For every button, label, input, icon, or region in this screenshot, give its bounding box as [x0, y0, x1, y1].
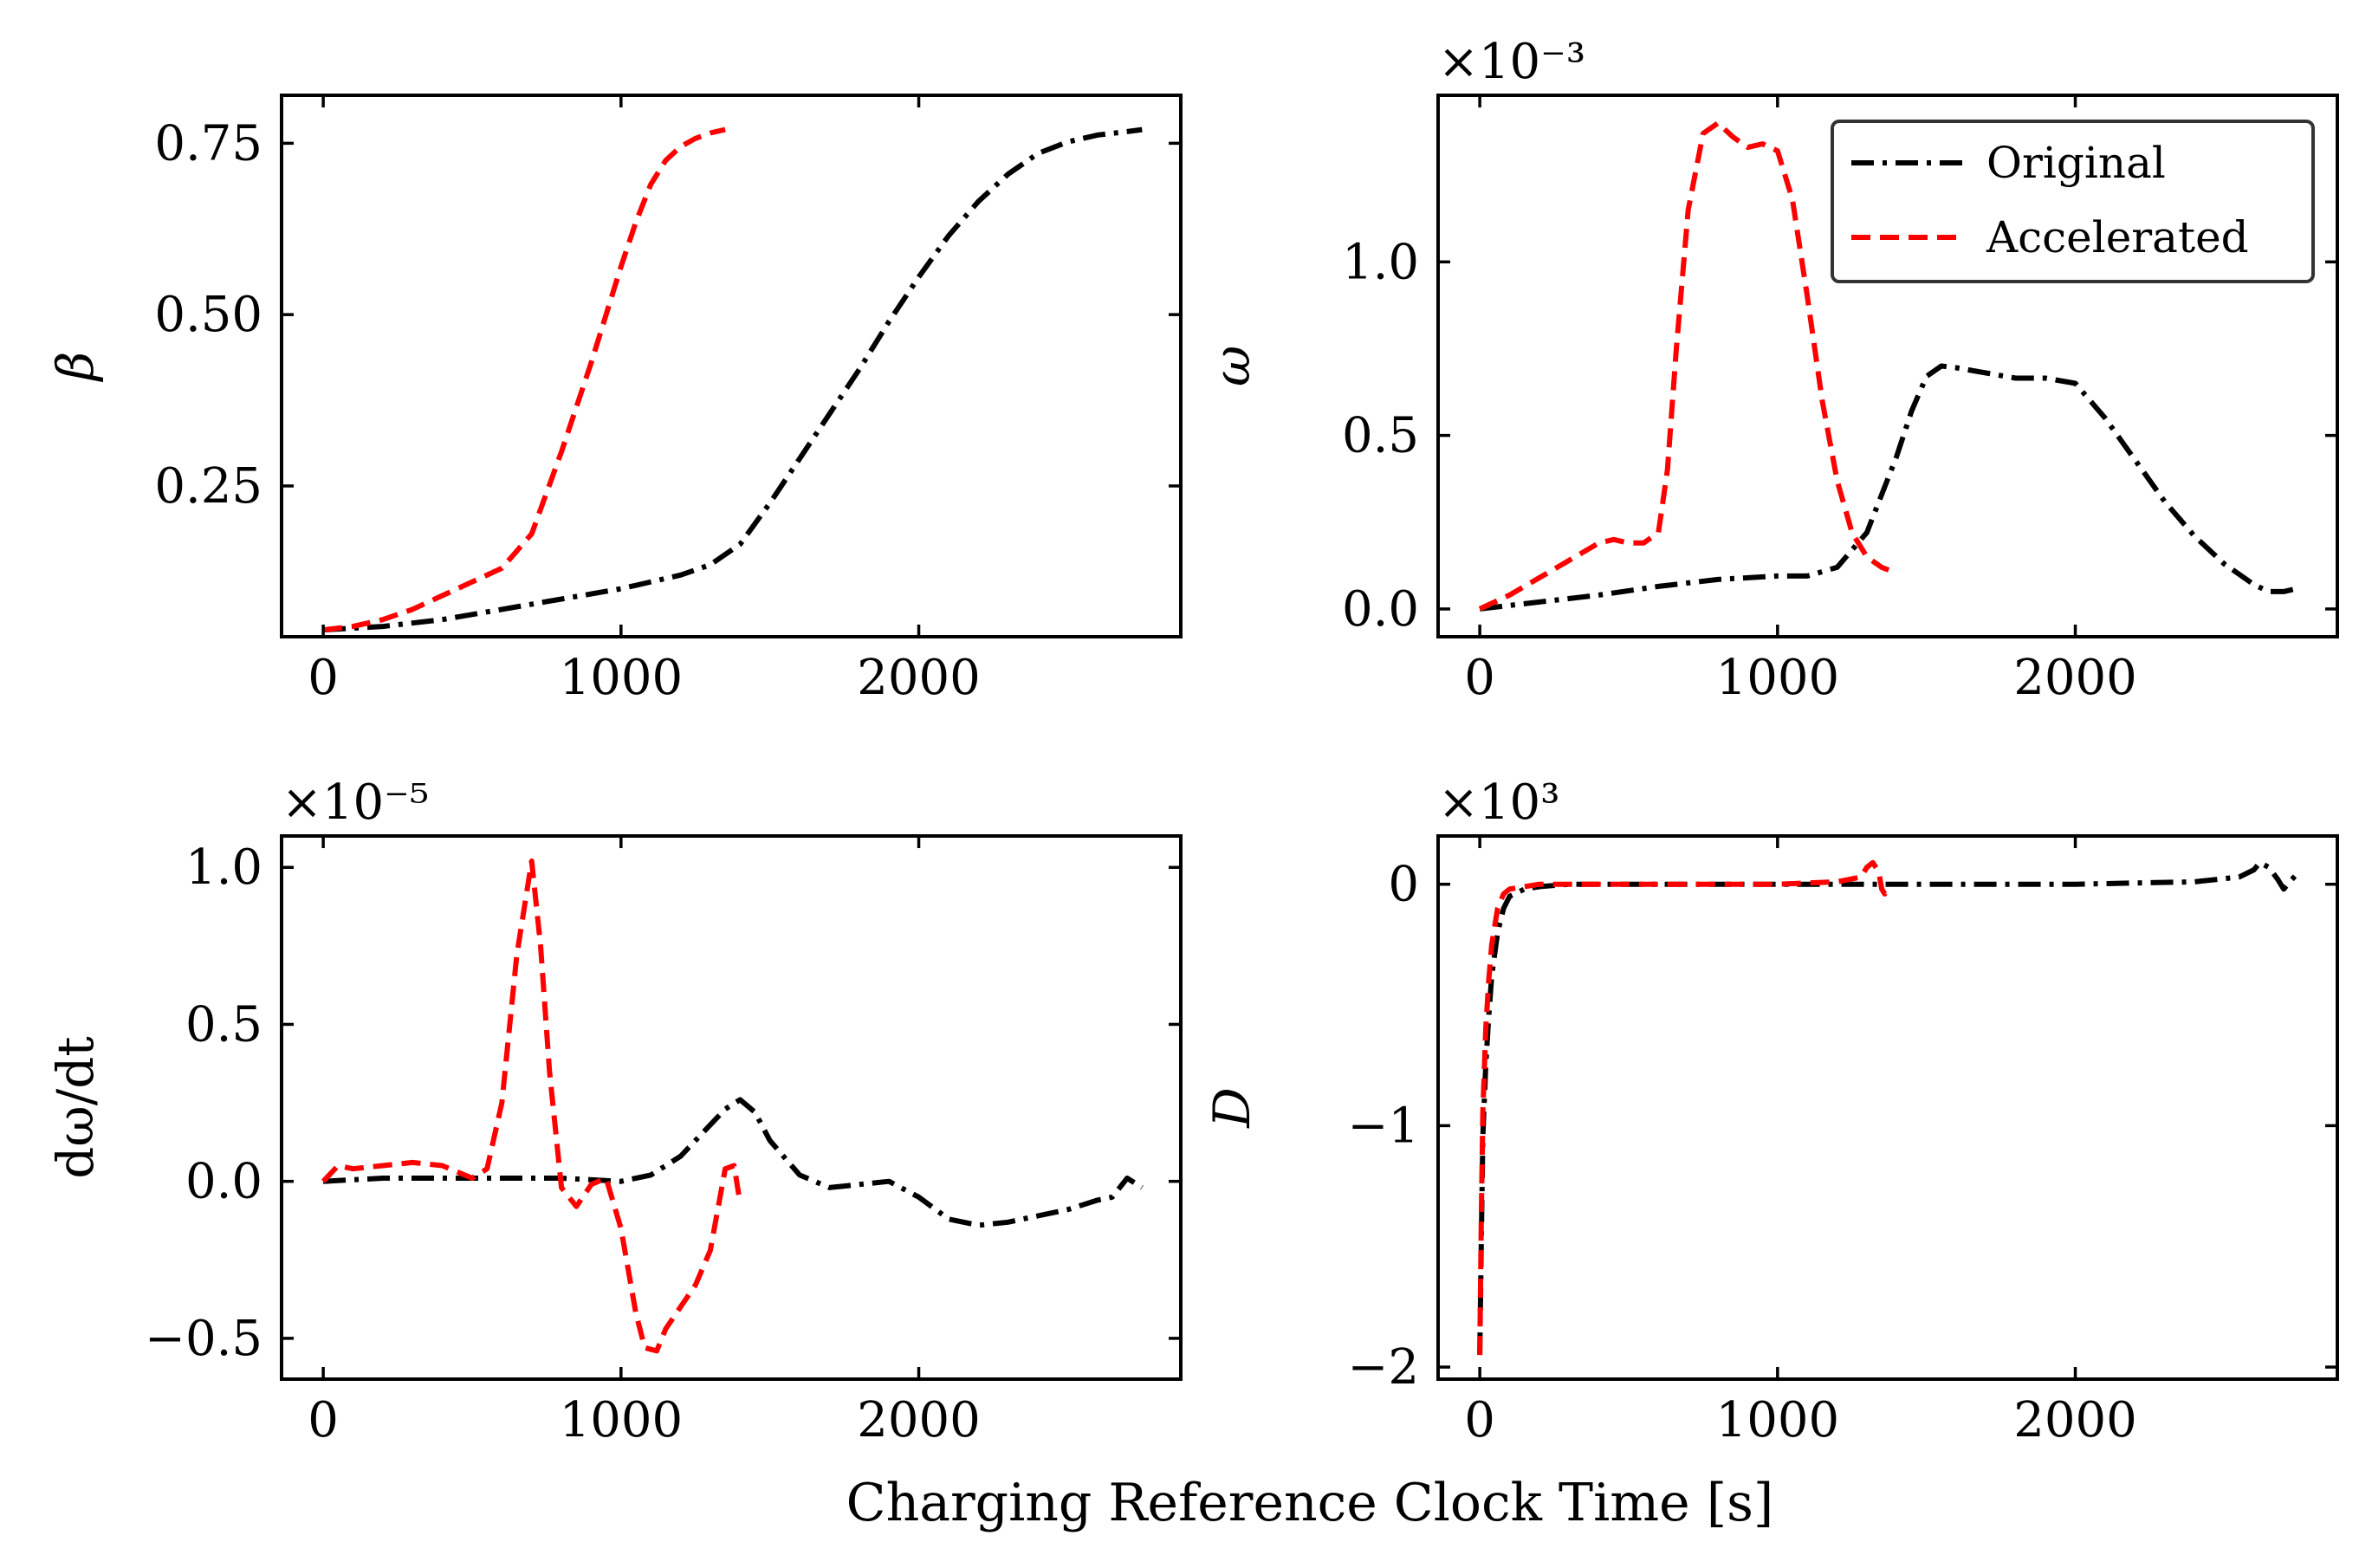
x-tick-label: 2000 — [857, 1392, 981, 1448]
y-tick-label: 0.5 — [1342, 408, 1419, 464]
series-line-D-original — [1477, 859, 2301, 1356]
axis-offset-label: ×10³ — [1438, 774, 1560, 831]
y-tick-label: 0.0 — [1342, 581, 1419, 638]
x-tick-label: 1000 — [560, 1392, 684, 1448]
panel-omega: 0 1000 2000 0.0 0.5 1.0 ω ×10⁻³ — [1202, 34, 2339, 706]
plot-frame — [280, 834, 1183, 1381]
y-tick-label: 1.0 — [185, 839, 262, 896]
y-tick-label: 0.50 — [154, 287, 262, 343]
legend: Original Accelerated — [1831, 120, 2315, 283]
y-axis-label: D — [1202, 1087, 1261, 1129]
series-line-omega-original — [1479, 363, 2299, 612]
y-tick-label: −0.5 — [145, 1311, 262, 1367]
x-tick-label: 0 — [1464, 650, 1495, 706]
y-tick-label: 0.5 — [185, 996, 262, 1053]
legend-label-original: Original — [1986, 138, 2166, 188]
series-line-domega-accelerated — [321, 859, 743, 1354]
y-tick-label: 0.25 — [154, 458, 262, 515]
x-tick-label: 0 — [308, 650, 339, 706]
axis-offset-label: ×10⁻⁵ — [282, 774, 429, 831]
y-tick-label: 0.0 — [185, 1154, 262, 1210]
panel-domega: 0 1000 2000 −0.5 0.0 0.5 1.0 dω/dt ×10⁻⁵ — [46, 774, 1183, 1448]
series-line-D-accelerated — [1477, 859, 1890, 1356]
plot-frame — [1436, 834, 2339, 1381]
x-axis-label: Charging Reference Clock Time [s] — [846, 1473, 1774, 1533]
series-line-beta-original — [322, 126, 1143, 633]
legend-label-accelerated: Accelerated — [1986, 212, 2249, 262]
y-axis-label: dω/dt — [46, 1036, 105, 1178]
plot-frame — [1436, 94, 2339, 638]
y-axis-label: ω — [1202, 346, 1261, 386]
panel-beta: 0 1000 2000 0.25 0.50 0.75 β — [46, 94, 1183, 706]
y-tick-label: 1.0 — [1342, 234, 1419, 290]
axis-offset-label: ×10⁻³ — [1438, 34, 1585, 90]
series-line-domega-original — [322, 1097, 1144, 1228]
x-tick-label: 2000 — [2013, 1392, 2137, 1448]
x-tick-label: 1000 — [560, 650, 684, 706]
series-line-omega-accelerated — [1478, 120, 1892, 612]
x-tick-label: 0 — [308, 1392, 339, 1448]
x-tick-label: 2000 — [857, 650, 981, 706]
x-tick-label: 1000 — [1716, 650, 1840, 706]
y-tick-label: −1 — [1347, 1098, 1419, 1154]
plot-frame — [280, 94, 1183, 638]
x-tick-label: 0 — [1464, 1392, 1495, 1448]
panel-D: 0 1000 2000 −2 −1 0 D ×10³ — [1202, 774, 2339, 1448]
y-tick-label: 0.75 — [154, 115, 262, 172]
y-tick-label: 0 — [1388, 857, 1419, 913]
x-tick-label: 1000 — [1716, 1392, 1840, 1448]
series-line-beta-accelerated — [322, 126, 726, 633]
y-tick-label: −2 — [1347, 1339, 1419, 1396]
x-tick-label: 2000 — [2013, 650, 2137, 706]
y-axis-label: β — [46, 352, 105, 383]
